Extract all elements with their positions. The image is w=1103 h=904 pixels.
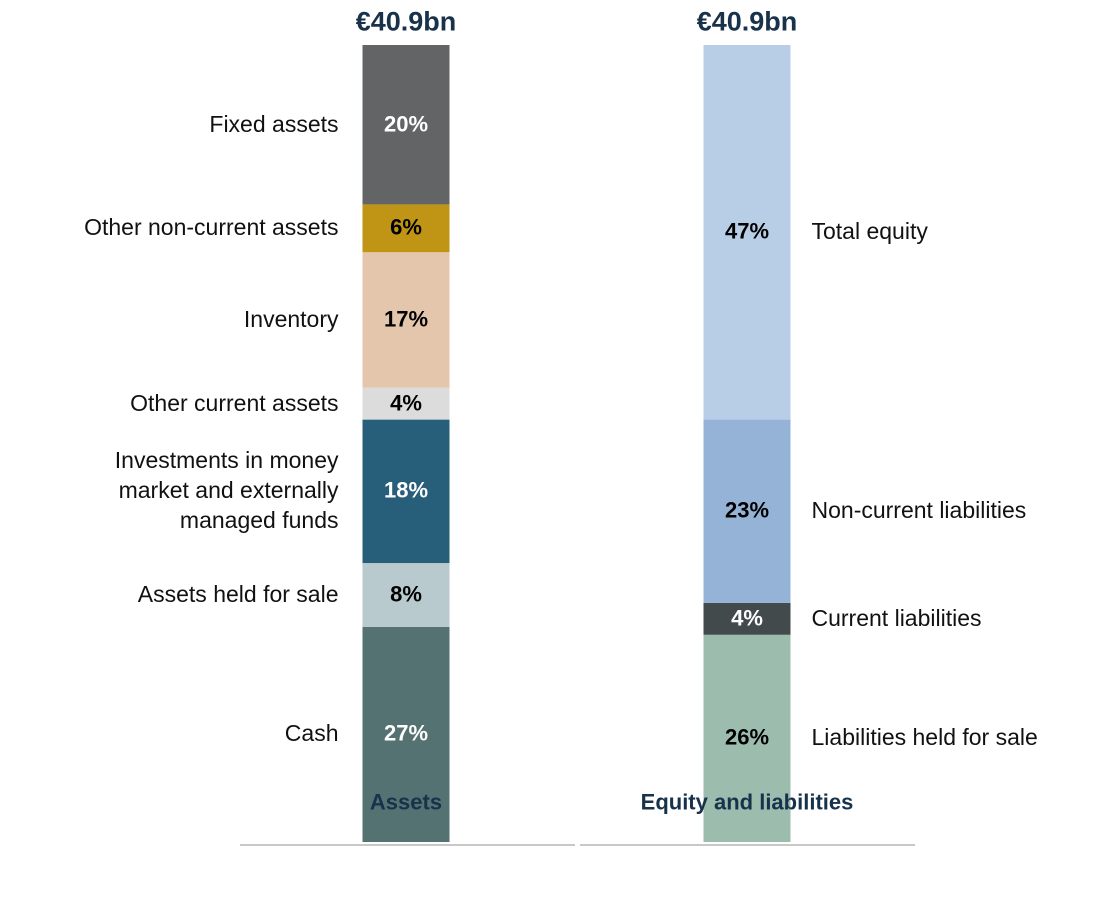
bar-segment: [703, 602, 791, 635]
category-label: Assets: [369, 789, 443, 815]
bar-segment: [362, 252, 450, 388]
segment-label: Other non-current assets: [84, 214, 339, 241]
value-label: 26%: [724, 725, 770, 751]
segment-label: Liabilities held for sale: [811, 724, 1038, 751]
value-label: 23%: [724, 497, 770, 523]
segment-label: Assets held for sale: [137, 580, 339, 607]
segment-label: Current liabilities: [811, 604, 982, 631]
value-label: 18%: [383, 478, 429, 504]
segment-label: Other current assets: [130, 389, 339, 416]
segment-label: Investments in money market and external…: [114, 447, 339, 534]
value-label: 4%: [731, 605, 763, 631]
value-label: 20%: [383, 111, 429, 137]
bar-segment: [703, 419, 791, 603]
segment-label: Non-current liabilities: [811, 497, 1027, 524]
bar-segment: [703, 634, 791, 842]
segment-label: Inventory: [243, 306, 339, 333]
bar-segment: [362, 626, 450, 842]
bar-segment: [362, 419, 450, 564]
value-label: 47%: [724, 218, 770, 244]
value-label: 27%: [383, 721, 429, 747]
value-label: 8%: [390, 581, 422, 607]
bar-segment: [362, 387, 450, 420]
value-label: 4%: [390, 390, 422, 416]
bar-segment: [362, 45, 450, 205]
bar-segment: [703, 45, 791, 420]
bar-segment: [362, 204, 450, 253]
segment-label: Fixed assets: [209, 110, 339, 137]
segment-label: Cash: [284, 720, 339, 747]
bar-segment: [362, 563, 450, 627]
category-label: Equity and liabilities: [640, 789, 854, 815]
value-label: 17%: [383, 306, 429, 332]
total-label: €40.9bn: [696, 6, 798, 37]
total-label: €40.9bn: [355, 6, 457, 37]
value-label: 6%: [390, 215, 422, 240]
segment-label: Total equity: [811, 218, 928, 245]
